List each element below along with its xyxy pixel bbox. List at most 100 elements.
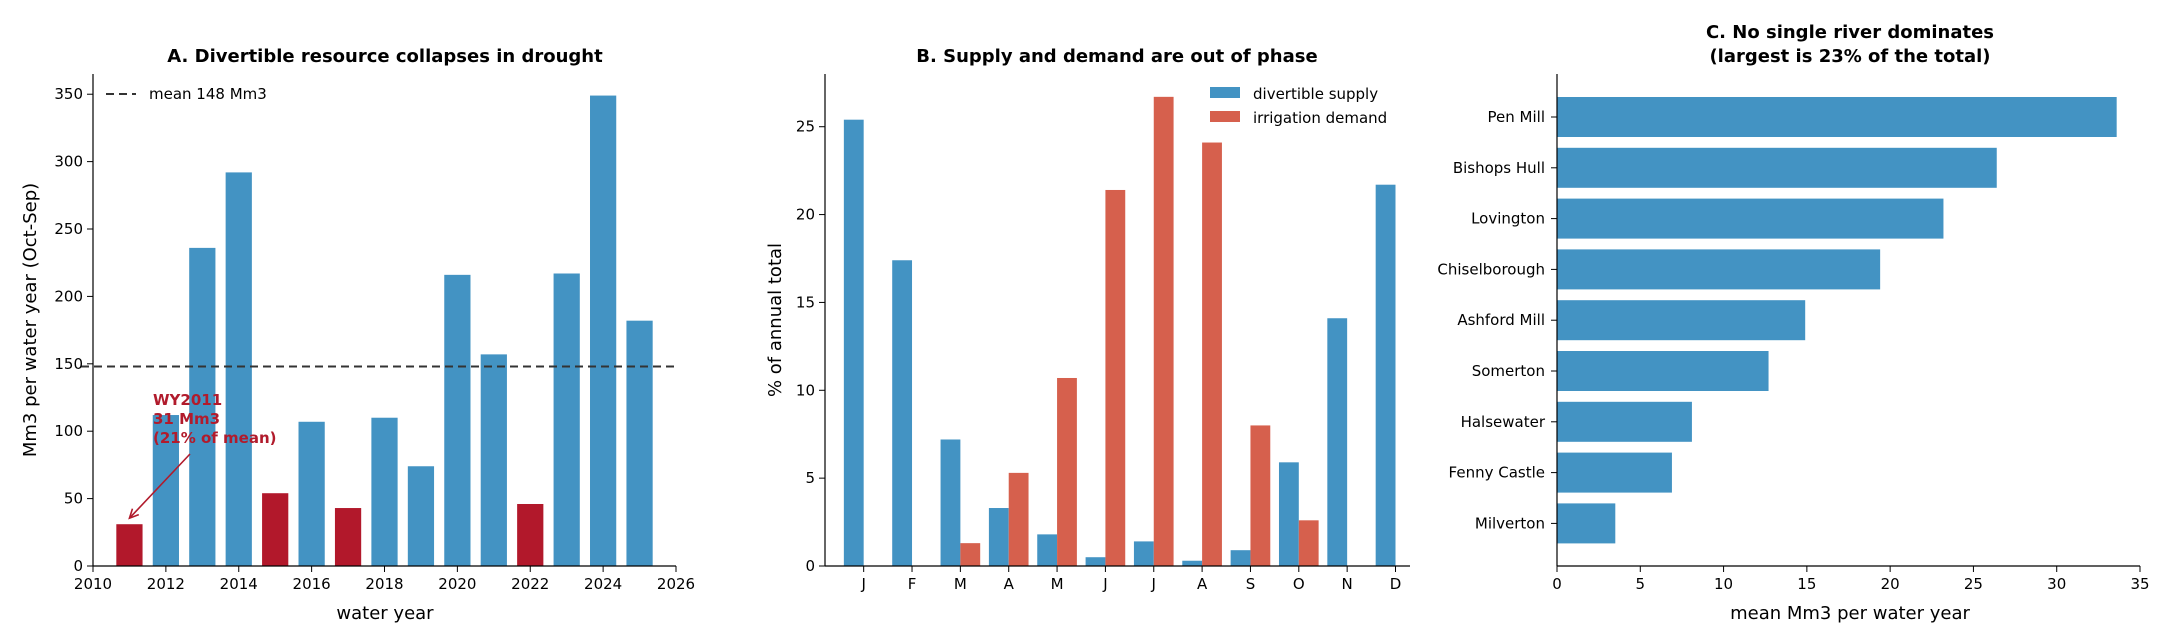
demand-bar-2 <box>960 543 981 566</box>
y-tick-label: 20 <box>796 206 815 224</box>
bar-wy2018 <box>371 417 398 566</box>
river-bar-5 <box>1557 351 1769 391</box>
bar-wy2020 <box>444 274 471 566</box>
x-tick-label: 2024 <box>584 575 622 593</box>
y-tick-label: 50 <box>64 490 83 508</box>
panel-b-title: B. Supply and demand are out of phase <box>916 46 1317 67</box>
x-tick-label: J <box>1102 575 1107 593</box>
x-tick-label: N <box>1342 575 1353 593</box>
panel-a-drought-bars: A. Divertible resource collapses in drou… <box>20 46 695 624</box>
supply-bar-5 <box>1085 557 1106 566</box>
panel-b-legend: divertible supply irrigation demand <box>1210 85 1387 127</box>
panel-a-title: A. Divertible resource collapses in drou… <box>167 46 603 67</box>
river-label: Chiselborough <box>1437 260 1545 278</box>
y-tick-label: 300 <box>54 153 83 171</box>
river-bar-3 <box>1557 249 1881 290</box>
x-tick-label: 2014 <box>220 575 258 593</box>
panel-b-ylabel: % of annual total <box>765 243 786 397</box>
bar-wy2017 <box>334 508 362 566</box>
bar-wy2025 <box>626 320 653 566</box>
legend-demand-label: irrigation demand <box>1253 109 1387 127</box>
legend-demand-swatch <box>1210 111 1240 122</box>
x-tick-label: 2020 <box>438 575 476 593</box>
bar-wy2016 <box>298 421 325 566</box>
y-tick-label: 10 <box>796 381 815 399</box>
bar-wy2015 <box>262 493 289 566</box>
annotation-arrow <box>128 453 191 519</box>
x-tick-label: J <box>860 575 865 593</box>
x-tick-label: 25 <box>1964 575 1983 593</box>
panel-b-seasonal-bars: B. Supply and demand are out of phase J F… <box>765 46 1410 593</box>
panel-c-river-bars: C. No single river dominates (largest is… <box>1437 22 2149 624</box>
x-tick-label: M <box>954 575 967 593</box>
annotation-line-3: (21% of mean) <box>153 429 277 447</box>
river-bar-6 <box>1557 401 1692 442</box>
demand-bar-9 <box>1298 520 1319 566</box>
panel-a-xlabel: water year <box>336 603 434 624</box>
demand-bar-7 <box>1202 142 1222 566</box>
x-tick-label: 30 <box>2047 575 2066 593</box>
x-tick-label: 2026 <box>657 575 695 593</box>
x-tick-label: J <box>1151 575 1156 593</box>
bar-wy2019 <box>407 466 435 566</box>
legend-mean-label: mean 148 Mm3 <box>149 85 267 103</box>
river-bar-4 <box>1557 300 1806 341</box>
panel-c-xlabel: mean Mm3 per water year <box>1730 603 1970 624</box>
demand-bar-3 <box>1008 472 1029 566</box>
river-bar-7 <box>1557 452 1672 493</box>
river-bar-1 <box>1557 147 1997 188</box>
y-tick-label: 0 <box>805 557 815 575</box>
x-tick-label: 15 <box>1797 575 1816 593</box>
y-tick-label: 25 <box>796 118 815 136</box>
panel-c-subtitle: (largest is 23% of the total) <box>1709 46 1990 67</box>
panel-a-ylabel: Mm3 per water year (Oct-Sep) <box>20 183 41 457</box>
river-label: Milverton <box>1475 514 1545 532</box>
x-tick-label: A <box>1197 575 1208 593</box>
supply-bar-9 <box>1278 462 1299 566</box>
x-tick-label: F <box>908 575 917 593</box>
legend-supply-label: divertible supply <box>1253 85 1378 103</box>
demand-bar-6 <box>1153 96 1174 566</box>
legend-supply-swatch <box>1210 87 1240 98</box>
x-tick-label: 5 <box>1636 575 1646 593</box>
river-label: Halsewater <box>1461 413 1546 431</box>
annotation-arrowhead <box>128 508 140 520</box>
y-tick-label: 5 <box>805 469 815 487</box>
x-tick-label: D <box>1390 575 1402 593</box>
supply-bar-0 <box>843 119 864 566</box>
x-tick-label: M <box>1051 575 1064 593</box>
x-tick-label: 2016 <box>293 575 331 593</box>
supply-bar-11 <box>1375 184 1396 566</box>
bar-wy2013 <box>189 247 216 566</box>
x-tick-label: O <box>1293 575 1305 593</box>
y-tick-label: 350 <box>54 85 83 103</box>
supply-bar-8 <box>1230 550 1251 566</box>
river-label: Pen Mill <box>1488 108 1545 126</box>
panel-a-legend: mean 148 Mm3 <box>106 85 267 103</box>
river-label: Fenny Castle <box>1449 464 1545 482</box>
bar-wy2022 <box>517 503 544 566</box>
x-tick-label: 35 <box>2130 575 2149 593</box>
river-label: Ashford Mill <box>1457 311 1545 329</box>
annotation-line-2: 31 Mm3 <box>153 410 220 428</box>
demand-bar-8 <box>1250 425 1271 566</box>
supply-bar-4 <box>1037 534 1058 566</box>
x-tick-label: 2012 <box>147 575 185 593</box>
bar-wy2023 <box>553 273 580 566</box>
river-label: Lovington <box>1471 210 1545 228</box>
bar-wy2024 <box>590 95 617 566</box>
y-tick-label: 250 <box>54 220 83 238</box>
supply-bar-6 <box>1133 541 1154 566</box>
y-tick-label: 15 <box>796 293 815 311</box>
bar-wy2014 <box>225 172 252 566</box>
demand-bar-5 <box>1105 189 1126 566</box>
y-tick-label: 200 <box>54 287 83 305</box>
bar-wy2011 <box>116 524 143 566</box>
river-label: Somerton <box>1472 362 1545 380</box>
x-tick-label: S <box>1246 575 1256 593</box>
river-bar-2 <box>1557 198 1944 239</box>
x-tick-label: 0 <box>1552 575 1562 593</box>
panel-c-title: C. No single river dominates <box>1706 22 1994 43</box>
x-tick-label: A <box>1004 575 1015 593</box>
